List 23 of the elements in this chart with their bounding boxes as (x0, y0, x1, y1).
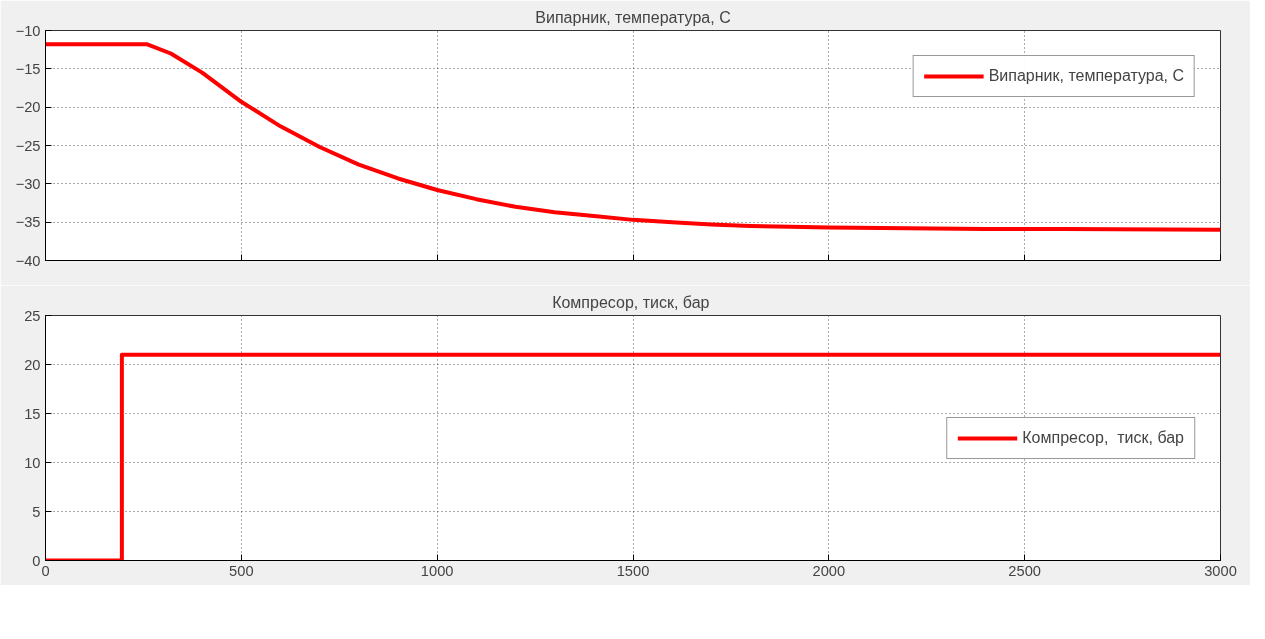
x-tick-label: 2000 (812, 562, 846, 579)
y-tick-label: 25 (24, 307, 41, 324)
line-series (45, 42, 1221, 232)
y-tick-label: −15 (15, 60, 41, 77)
y-tick-label: −30 (15, 175, 41, 192)
y-tick-label: −40 (15, 252, 41, 269)
y-tick-label: −25 (15, 137, 41, 154)
chart-title: Компресор, тиск, бар (552, 293, 710, 311)
y-tick-label: 5 (32, 503, 41, 520)
x-tick-label: 2500 (1008, 562, 1041, 579)
x-tick-label: 1500 (616, 562, 650, 579)
chart-title: Випарник, температура, С (535, 8, 731, 26)
x-tick-label: 500 (229, 562, 254, 579)
y-tick-label: 20 (24, 356, 41, 373)
x-tick-label: 3000 (1204, 562, 1237, 579)
x-tick-label: 1000 (420, 562, 454, 579)
legend-label: Випарник, температура, С (988, 67, 1184, 85)
y-tick-label: 15 (24, 405, 41, 422)
legend-label: Компресор, тиск, бар (1022, 428, 1184, 447)
y-tick-label: −20 (15, 99, 41, 116)
y-tick-label: −10 (15, 22, 41, 39)
y-tick-label: 10 (24, 454, 41, 471)
y-tick-label: −35 (15, 214, 41, 231)
